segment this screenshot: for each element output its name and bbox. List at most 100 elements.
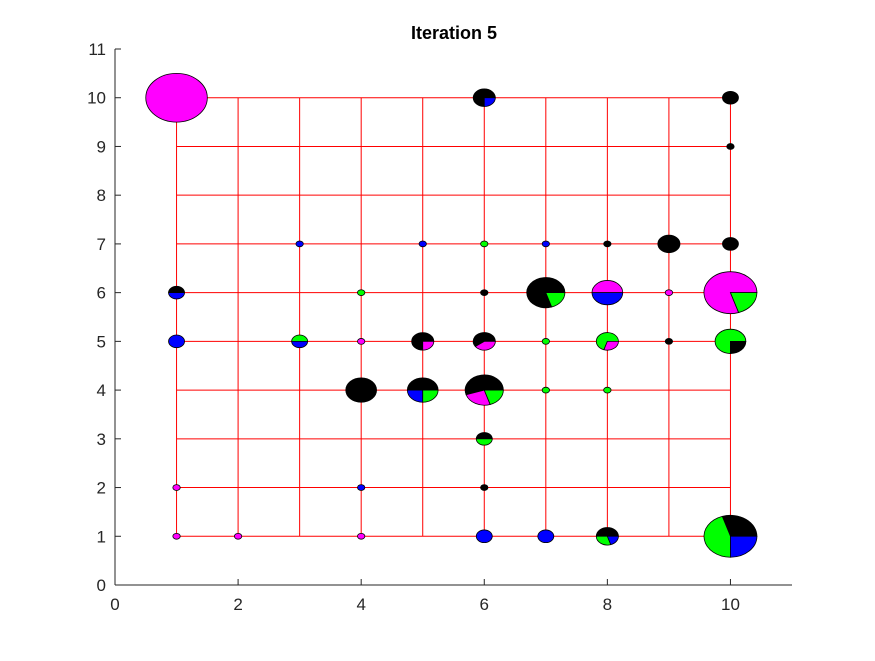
pie-node-39 — [357, 532, 366, 540]
pie-slice — [726, 143, 735, 150]
pie-node-34 — [172, 484, 181, 491]
pie-slice — [168, 286, 185, 294]
pie-slice — [729, 292, 758, 314]
y-tick-label: 11 — [88, 40, 106, 59]
y-tick-label: 0 — [97, 576, 106, 595]
pie-slice — [722, 90, 739, 105]
pie-slice — [411, 332, 435, 351]
pie-slice — [291, 334, 309, 342]
pie-node-24 — [541, 338, 550, 345]
pie-slice — [422, 340, 435, 351]
pie-slice — [664, 289, 674, 296]
pie-node-42 — [595, 527, 619, 546]
pie-node-1 — [145, 72, 208, 123]
pie-slice — [472, 332, 496, 348]
pie-slice — [472, 88, 496, 107]
pie-node-8 — [541, 240, 550, 248]
pie-node-32 — [603, 386, 612, 394]
pie-node-37 — [172, 532, 181, 540]
network-lines — [176, 97, 731, 537]
pie-slice — [480, 484, 489, 491]
pie-node-10 — [657, 234, 681, 254]
pie-slice — [475, 438, 493, 446]
pie-node-41 — [537, 529, 555, 544]
pie-slice — [537, 529, 555, 544]
pie-slice — [422, 389, 439, 403]
pie-slice — [606, 535, 619, 546]
pie-node-12 — [168, 286, 185, 300]
pie-slice — [295, 240, 304, 248]
pie-slice — [703, 515, 731, 558]
pie-node-19 — [168, 334, 185, 349]
x-tick-label: 8 — [603, 595, 612, 614]
pie-slice — [406, 377, 439, 391]
pie-slice — [603, 240, 612, 248]
pie-node-30 — [464, 374, 504, 406]
pie-node-11 — [722, 237, 739, 251]
y-tick-label: 4 — [97, 381, 106, 400]
pie-slice — [475, 432, 493, 440]
pie-node-15 — [526, 277, 566, 309]
pie-slice — [480, 289, 489, 296]
pie-node-17 — [664, 289, 674, 296]
pie-slice — [291, 340, 309, 349]
pie-slice — [721, 514, 758, 537]
pie-slice — [172, 532, 181, 540]
pie-node-33 — [475, 432, 493, 446]
pie-node-7 — [480, 240, 489, 248]
x-tick-label: 2 — [233, 595, 242, 614]
pie-slice — [357, 289, 366, 296]
x-tick-label: 6 — [480, 595, 489, 614]
pie-slice — [345, 377, 377, 403]
pie-slice — [172, 484, 181, 491]
pie-slice — [475, 529, 493, 544]
pie-node-38 — [233, 532, 243, 540]
pie-node-31 — [541, 386, 550, 394]
pie-slice — [357, 338, 366, 345]
y-tick-label: 9 — [97, 137, 106, 156]
pie-node-13 — [357, 289, 366, 296]
y-tick-label: 2 — [97, 479, 106, 498]
x-tick-label: 4 — [356, 595, 365, 614]
pie-slice — [541, 386, 550, 394]
pie-slice — [541, 338, 550, 345]
pie-node-5 — [295, 240, 304, 248]
pie-node-36 — [480, 484, 489, 491]
pie-slice — [145, 72, 208, 123]
y-tick-label: 1 — [97, 527, 106, 546]
pie-node-26 — [664, 338, 674, 345]
pie-slice — [483, 389, 504, 405]
pie-slice — [465, 389, 491, 406]
pie-node-29 — [406, 377, 439, 403]
pie-slice — [418, 240, 427, 248]
pie-node-23 — [472, 332, 496, 351]
pie-node-28 — [345, 377, 377, 403]
pie-node-40 — [475, 529, 493, 544]
chart-title: Iteration 5 — [411, 23, 497, 43]
x-tick-label: 0 — [110, 595, 119, 614]
pie-slice — [357, 484, 366, 491]
pie-slice — [474, 340, 496, 351]
pie-node-18 — [703, 271, 758, 314]
pie-slice — [714, 328, 747, 354]
pie-slice — [595, 527, 619, 537]
pie-node-16 — [591, 280, 624, 306]
pie-node-25 — [595, 332, 619, 351]
y-tick-label: 8 — [97, 186, 106, 205]
y-tick-label: 10 — [87, 89, 106, 108]
pie-slice — [657, 234, 681, 254]
pie-node-43 — [703, 514, 758, 558]
pie-node-6 — [418, 240, 427, 248]
pie-slice — [730, 340, 747, 354]
pie-node-9 — [603, 240, 612, 248]
y-tick-label: 5 — [97, 332, 106, 351]
pie-slice — [168, 334, 185, 349]
pie-node-2 — [472, 88, 496, 107]
y-tick-label: 3 — [97, 430, 106, 449]
pie-slice — [730, 535, 758, 558]
pie-slice — [603, 386, 612, 394]
pie-node-3 — [722, 90, 739, 105]
